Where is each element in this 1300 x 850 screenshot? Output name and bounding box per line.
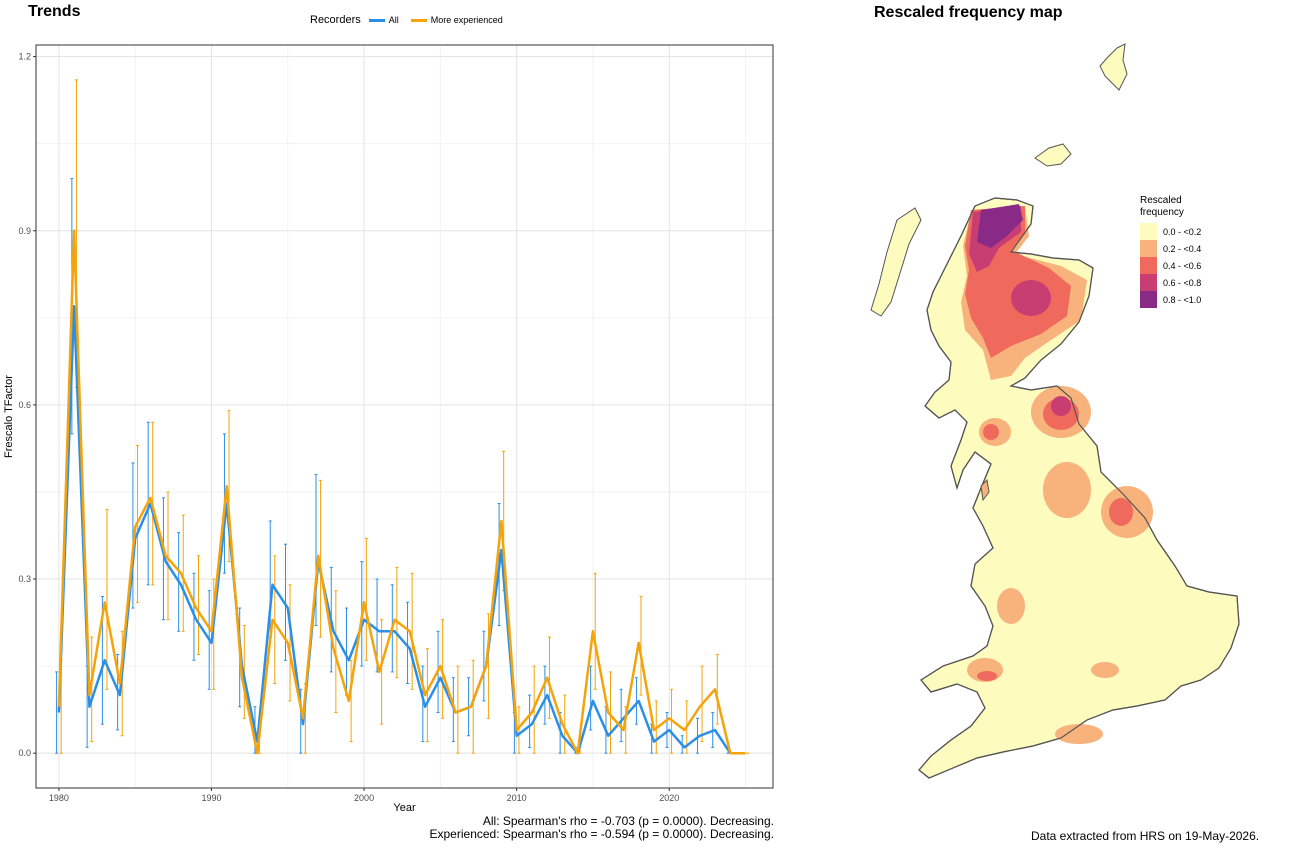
- x-tick-label: 1980: [49, 793, 69, 803]
- map-legend-label: 0.6 - <0.8: [1163, 277, 1202, 288]
- map-hebrides: [870, 207, 922, 317]
- x-tick-label: 2000: [354, 793, 374, 803]
- trend-chart: 0.0 0.3 0.6 0.9 1.2 1980 1990 2000 2010 2020 Year F…: [3, 44, 774, 814]
- y-tick-label: 0.6: [18, 400, 31, 410]
- map-legend-label: 0.0 - <0.2: [1163, 226, 1202, 237]
- map-isle-of-man: [980, 478, 990, 502]
- y-tick-label: 1.2: [18, 52, 31, 62]
- map-legend-row: 0.0 - <0.2: [1140, 223, 1201, 240]
- chart-legend: Recorders All More experienced: [310, 13, 513, 27]
- map-legend-label: 0.2 - <0.4: [1163, 243, 1202, 254]
- map-legend-row: 0.8 - <1.0: [1140, 291, 1201, 308]
- legend-title: Recorders: [310, 14, 361, 26]
- legend-key-experienced: [410, 18, 427, 22]
- map-title: Rescaled frequency map: [874, 4, 1063, 21]
- map-orkney: [1034, 143, 1072, 167]
- legend-label-experienced: More experienced: [430, 15, 503, 25]
- y-tick-label: 0.3: [18, 574, 31, 584]
- plot-border: [35, 44, 774, 789]
- y-axis-label: Frescalo TFactor: [3, 375, 15, 458]
- map-legend-row: 0.4 - <0.6: [1140, 257, 1201, 274]
- series-line-all: [57, 304, 746, 755]
- x-tick-label: 1990: [201, 793, 221, 803]
- map-outline: [918, 197, 1240, 779]
- frequency-map: [870, 43, 1240, 779]
- stats-all: All: Spearman's rho = -0.703 (p = 0.0000…: [482, 814, 774, 828]
- map-legend-swatch: [1140, 223, 1157, 240]
- stats-experienced: Experienced: Spearman's rho = -0.594 (p …: [429, 827, 775, 841]
- map-band-0.8: [977, 204, 1023, 248]
- stats-text: All: Spearman's rho = -0.703 (p = 0.0000…: [430, 815, 775, 841]
- chart-title: Trends: [28, 3, 81, 20]
- x-tick-label: 2020: [659, 793, 679, 803]
- map-legend-swatch: [1140, 274, 1157, 291]
- series-line-experienced: [57, 229, 746, 755]
- x-axis-label: Year: [393, 802, 416, 814]
- map-shetland: [1099, 43, 1128, 91]
- data-source-note: Data extracted from HRS on 19-May-2026.: [1031, 829, 1260, 843]
- map-legend-swatch: [1140, 291, 1157, 308]
- legend-key-all: [368, 18, 385, 22]
- map-legend: Rescaled frequency 0.0 - <0.2 0.2 - <0.4…: [1140, 195, 1201, 308]
- map-legend-row: 0.2 - <0.4: [1140, 240, 1201, 257]
- y-tick-label: 0.0: [18, 748, 31, 758]
- map-legend-swatch: [1140, 257, 1157, 274]
- map-legend-title: Rescaled frequency: [1140, 195, 1184, 218]
- map-legend-label: 0.8 - <1.0: [1163, 294, 1202, 305]
- y-tick-label: 0.9: [18, 226, 31, 236]
- map-legend-label: 0.4 - <0.6: [1163, 260, 1202, 271]
- map-legend-swatch: [1140, 240, 1157, 257]
- legend-label-all: All: [388, 15, 399, 25]
- x-tick-label: 2010: [507, 793, 527, 803]
- map-legend-row: 0.6 - <0.8: [1140, 274, 1201, 291]
